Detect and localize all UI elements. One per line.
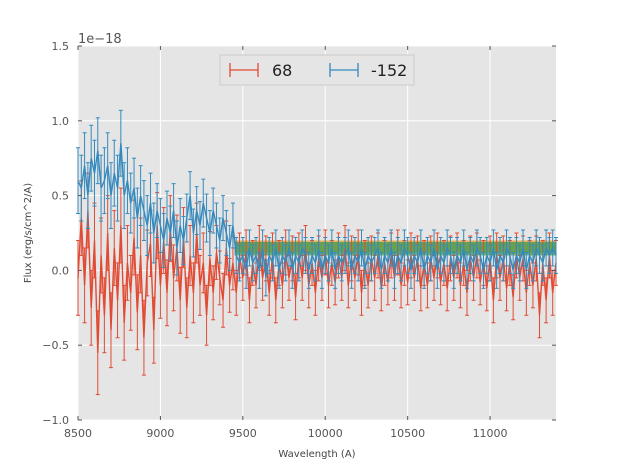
series-line	[77, 210, 557, 353]
x-tick-label: 10500	[390, 427, 425, 440]
axis-ticks: 8500 9000 9500 10000 10500 11000 −1.0 −0.5 0.0 0.…	[42, 40, 556, 440]
x-tick-label: 10000	[308, 427, 343, 440]
x-tick-label: 8500	[64, 427, 92, 440]
y-axis-label: Flux (erg/s/cm^2/A)	[23, 183, 34, 283]
x-tick-label: 11000	[473, 427, 508, 440]
legend-marker-68	[229, 63, 259, 77]
series-neg152	[76, 109, 558, 297]
legend-marker-neg152	[329, 63, 359, 77]
y-tick-label: −0.5	[42, 339, 69, 352]
legend: 68 -152	[219, 54, 415, 86]
legend-label-68: 68	[272, 61, 292, 80]
x-axis-label: Wavelength (A)	[278, 449, 355, 460]
legend-box	[219, 54, 415, 86]
y-tick-label: 1.5	[52, 40, 70, 53]
series-line	[77, 143, 557, 279]
y-tick-label: −1.0	[42, 414, 69, 427]
legend-label-neg152: -152	[371, 61, 407, 80]
y-tick-label: 0.0	[52, 264, 70, 277]
x-tick-label: 9500	[229, 427, 257, 440]
series-layer	[76, 109, 558, 396]
y-offset-label: 1e−18	[78, 32, 122, 47]
y-tick-label: 1.0	[52, 115, 70, 128]
y-tick-label: 0.5	[52, 190, 70, 203]
x-tick-label: 9000	[146, 427, 174, 440]
